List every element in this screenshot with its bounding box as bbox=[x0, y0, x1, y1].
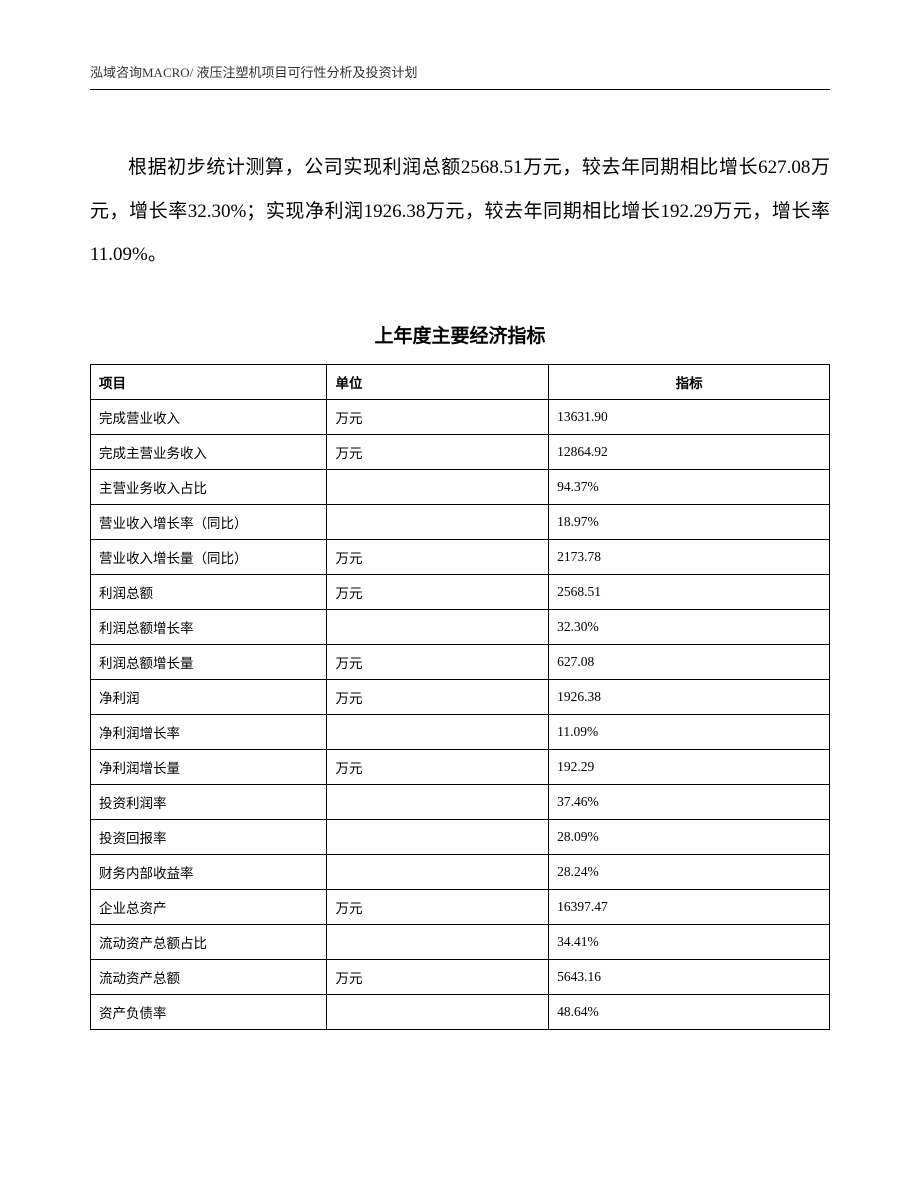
table-header-cell: 单位 bbox=[327, 365, 549, 400]
table-cell: 完成主营业务收入 bbox=[91, 435, 327, 470]
table-row: 投资回报率 28.09% bbox=[91, 820, 830, 855]
table-cell: 48.64% bbox=[549, 995, 830, 1030]
table-cell: 万元 bbox=[327, 680, 549, 715]
table-cell bbox=[327, 855, 549, 890]
table-cell: 万元 bbox=[327, 400, 549, 435]
table-cell: 万元 bbox=[327, 750, 549, 785]
table-row: 流动资产总额占比 34.41% bbox=[91, 925, 830, 960]
table-cell: 32.30% bbox=[549, 610, 830, 645]
table-row: 净利润万元1926.38 bbox=[91, 680, 830, 715]
table-row: 净利润增长率 11.09% bbox=[91, 715, 830, 750]
table-cell: 37.46% bbox=[549, 785, 830, 820]
table-cell: 利润总额增长率 bbox=[91, 610, 327, 645]
table-row: 营业收入增长率（同比） 18.97% bbox=[91, 505, 830, 540]
table-cell: 主营业务收入占比 bbox=[91, 470, 327, 505]
table-cell: 财务内部收益率 bbox=[91, 855, 327, 890]
table-header-row: 项目 单位 指标 bbox=[91, 365, 830, 400]
table-cell: 完成营业收入 bbox=[91, 400, 327, 435]
table-cell: 28.09% bbox=[549, 820, 830, 855]
table-cell: 16397.47 bbox=[549, 890, 830, 925]
table-row: 利润总额万元2568.51 bbox=[91, 575, 830, 610]
table-row: 完成营业收入万元13631.90 bbox=[91, 400, 830, 435]
table-row: 营业收入增长量（同比）万元2173.78 bbox=[91, 540, 830, 575]
table-cell: 营业收入增长率（同比） bbox=[91, 505, 327, 540]
table-cell: 13631.90 bbox=[549, 400, 830, 435]
table-cell bbox=[327, 470, 549, 505]
table-cell bbox=[327, 995, 549, 1030]
table-cell bbox=[327, 715, 549, 750]
table-cell: 流动资产总额占比 bbox=[91, 925, 327, 960]
table-cell bbox=[327, 785, 549, 820]
table-cell: 万元 bbox=[327, 435, 549, 470]
table-row: 资产负债率 48.64% bbox=[91, 995, 830, 1030]
summary-paragraph: 根据初步统计测算，公司实现利润总额2568.51万元，较去年同期相比增长627.… bbox=[90, 146, 830, 277]
table-cell: 34.41% bbox=[549, 925, 830, 960]
table-cell: 投资利润率 bbox=[91, 785, 327, 820]
table-cell: 192.29 bbox=[549, 750, 830, 785]
table-cell: 万元 bbox=[327, 645, 549, 680]
table-cell: 万元 bbox=[327, 540, 549, 575]
table-row: 利润总额增长率 32.30% bbox=[91, 610, 830, 645]
table-cell bbox=[327, 610, 549, 645]
table-cell: 净利润 bbox=[91, 680, 327, 715]
table-cell: 流动资产总额 bbox=[91, 960, 327, 995]
table-cell bbox=[327, 820, 549, 855]
table-header-cell: 项目 bbox=[91, 365, 327, 400]
table-cell: 万元 bbox=[327, 960, 549, 995]
table-cell: 企业总资产 bbox=[91, 890, 327, 925]
table-cell: 12864.92 bbox=[549, 435, 830, 470]
table-cell: 投资回报率 bbox=[91, 820, 327, 855]
table-cell: 利润总额 bbox=[91, 575, 327, 610]
table-cell: 1926.38 bbox=[549, 680, 830, 715]
table-cell: 94.37% bbox=[549, 470, 830, 505]
table-cell: 净利润增长率 bbox=[91, 715, 327, 750]
table-row: 财务内部收益率 28.24% bbox=[91, 855, 830, 890]
table-cell: 净利润增长量 bbox=[91, 750, 327, 785]
table-cell bbox=[327, 505, 549, 540]
table-cell: 18.97% bbox=[549, 505, 830, 540]
table-cell: 11.09% bbox=[549, 715, 830, 750]
table-cell: 627.08 bbox=[549, 645, 830, 680]
table-cell: 万元 bbox=[327, 890, 549, 925]
table-row: 净利润增长量万元192.29 bbox=[91, 750, 830, 785]
table-row: 利润总额增长量万元627.08 bbox=[91, 645, 830, 680]
table-row: 完成主营业务收入万元12864.92 bbox=[91, 435, 830, 470]
indicators-table: 项目 单位 指标 完成营业收入万元13631.90完成主营业务收入万元12864… bbox=[90, 364, 830, 1030]
table-row: 投资利润率 37.46% bbox=[91, 785, 830, 820]
table-cell: 2568.51 bbox=[549, 575, 830, 610]
table-row: 流动资产总额万元5643.16 bbox=[91, 960, 830, 995]
table-cell: 2173.78 bbox=[549, 540, 830, 575]
table-row: 主营业务收入占比 94.37% bbox=[91, 470, 830, 505]
table-cell: 资产负债率 bbox=[91, 995, 327, 1030]
table-row: 企业总资产万元16397.47 bbox=[91, 890, 830, 925]
table-title: 上年度主要经济指标 bbox=[90, 321, 830, 348]
table-cell: 28.24% bbox=[549, 855, 830, 890]
table-cell: 5643.16 bbox=[549, 960, 830, 995]
table-cell: 营业收入增长量（同比） bbox=[91, 540, 327, 575]
table-header-cell: 指标 bbox=[549, 365, 830, 400]
table-cell: 利润总额增长量 bbox=[91, 645, 327, 680]
table-cell: 万元 bbox=[327, 575, 549, 610]
document-header: 泓域咨询MACRO/ 液压注塑机项目可行性分析及投资计划 bbox=[90, 62, 830, 90]
table-cell bbox=[327, 925, 549, 960]
